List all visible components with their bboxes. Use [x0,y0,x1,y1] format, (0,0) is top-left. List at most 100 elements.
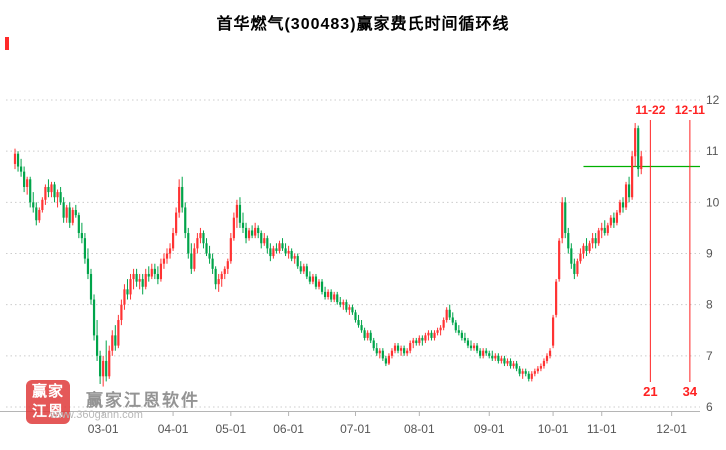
candle-body [451,317,454,323]
candle-body [50,184,53,193]
candle-body [251,230,254,236]
candle-body [409,343,412,351]
candle-body [141,279,144,287]
candle-body [296,256,299,267]
candle-body [627,184,631,198]
candle-body [105,360,108,377]
candle-body [421,337,424,341]
candle-body [263,238,266,244]
candle-body [551,317,555,346]
candle-body [524,371,527,374]
candle-body [375,348,378,354]
candle-body [232,217,235,239]
candle-body [640,156,643,170]
candle-body [168,248,172,254]
candle-body [457,330,460,333]
candle-body [354,312,357,321]
left-edge-marker [5,37,9,50]
candle-body [390,350,394,356]
candle-body [469,345,473,349]
candle-body [257,227,260,234]
y-axis-label: 6 [706,400,713,414]
candle-body [512,363,515,367]
candle-body [275,248,278,251]
candle-body [317,281,321,287]
candle-body [120,304,123,321]
candle-body [229,238,232,262]
candle-body [442,320,445,328]
candle-body [342,302,345,305]
candle-body [223,268,226,274]
candle-body [59,192,62,203]
candle-body [445,309,448,321]
candle-body [488,353,491,356]
candle-body [16,153,20,167]
candle-body [71,210,74,223]
candle-body [399,348,403,351]
candle-body [591,238,594,244]
candle-body [503,358,506,364]
candle-body [327,291,330,297]
candle-body [393,345,397,351]
candle-body [187,233,190,254]
candle-body [150,268,153,277]
candle-body [281,243,284,249]
candle-body [178,186,181,213]
candle-body [32,202,35,208]
candle-body [290,250,293,259]
candle-body [129,279,132,295]
candle-body [68,207,71,223]
candle-body [196,238,199,249]
candle-body [190,253,193,269]
candle-body [497,355,500,361]
candle-body [123,289,126,305]
candle-body [561,202,564,239]
candle-body [609,217,612,226]
candle-body [211,258,214,269]
x-axis-label: 04-01 [158,422,189,436]
candle-body [406,350,409,354]
candle-body [38,210,41,221]
candle-body [311,276,315,282]
candle-body [108,350,111,377]
candle-body [89,273,93,300]
candle-body [491,355,494,359]
watermark-url-text: www.360gann.com [50,409,143,421]
candle-body [357,320,360,326]
candle-body [418,337,421,344]
candle-body [631,156,634,198]
x-axis-label: 08-01 [404,422,435,436]
candle-body [336,294,339,303]
candle-body [144,273,147,287]
y-axis-label: 11 [706,144,719,158]
candle-body [381,350,384,359]
x-axis-label: 10-01 [538,422,569,436]
candle-body [226,261,229,269]
candle-body [594,238,597,244]
candle-body [132,273,135,280]
candle-body [576,261,579,274]
candle-body [254,227,257,236]
candle-body [62,202,65,218]
candle-body [162,258,166,264]
candle-body [564,202,567,234]
x-axis-label: 09-01 [474,422,505,436]
candle-body [363,330,366,338]
candle-body [500,358,503,361]
candle-body [284,248,287,254]
candle-body [506,360,509,364]
candle-body [147,273,150,277]
candle-body [485,350,488,354]
candle-body [53,184,56,198]
candle-body [74,210,77,216]
candle-body [29,179,32,203]
candle-body [600,227,603,231]
candle-body [360,325,363,331]
candle-body [433,332,436,338]
candle-body [494,355,497,359]
candle-body [175,212,178,234]
candle-body [415,340,418,344]
candle-body [351,307,354,313]
candle-body [573,263,576,274]
